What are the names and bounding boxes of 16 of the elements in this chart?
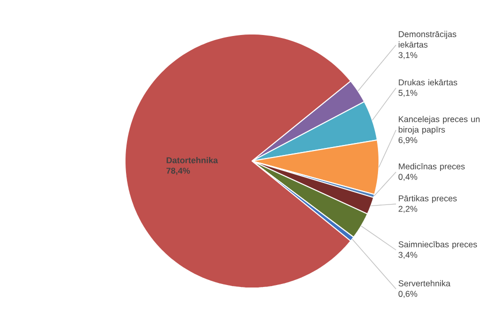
- data-label: 6,9%: [398, 137, 418, 144]
- data-label: 2,2%: [398, 206, 418, 213]
- slice-label: Saimniecības preces: [398, 241, 477, 250]
- slice-label: Kancelejas preces un biroja papīrs: [398, 116, 480, 134]
- slice-label: Demonstrācijas iekārtas: [398, 30, 456, 48]
- data-label: 3,1%: [398, 52, 418, 60]
- data-label: 3,4%: [398, 252, 418, 259]
- data-label: 0,6%: [398, 290, 418, 298]
- slice-label: Pārtikas preces: [398, 195, 457, 204]
- data-label: 78,4%: [166, 168, 190, 175]
- slice-label: Servertehnika: [398, 280, 450, 286]
- data-label: 5,1%: [398, 90, 418, 97]
- slice-label: Drukas iekārtas: [398, 79, 458, 86]
- slice-label: Medicīnas preces: [398, 163, 465, 172]
- data-label: 0,4%: [398, 174, 418, 181]
- slice-label: Datortehnika: [166, 157, 218, 164]
